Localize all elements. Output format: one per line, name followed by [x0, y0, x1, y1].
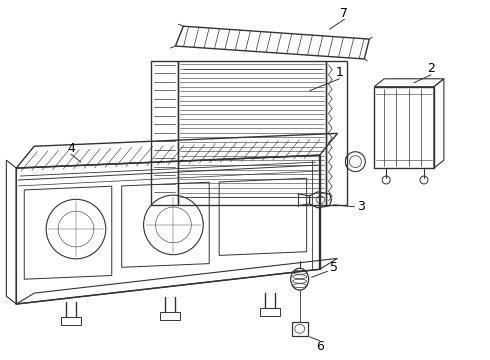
Text: 1: 1: [336, 66, 343, 79]
Bar: [260, 308, 280, 316]
Bar: [161, 312, 180, 320]
Text: 5: 5: [330, 261, 339, 274]
Text: 6: 6: [316, 340, 323, 353]
Bar: [292, 322, 308, 336]
Text: 7: 7: [341, 7, 348, 20]
Bar: [374, 87, 434, 168]
Bar: [178, 61, 325, 205]
Text: 3: 3: [357, 200, 365, 213]
Text: 4: 4: [67, 142, 75, 155]
Bar: [325, 61, 347, 205]
Text: 2: 2: [427, 62, 435, 75]
Bar: [150, 61, 178, 205]
Bar: [61, 316, 81, 324]
